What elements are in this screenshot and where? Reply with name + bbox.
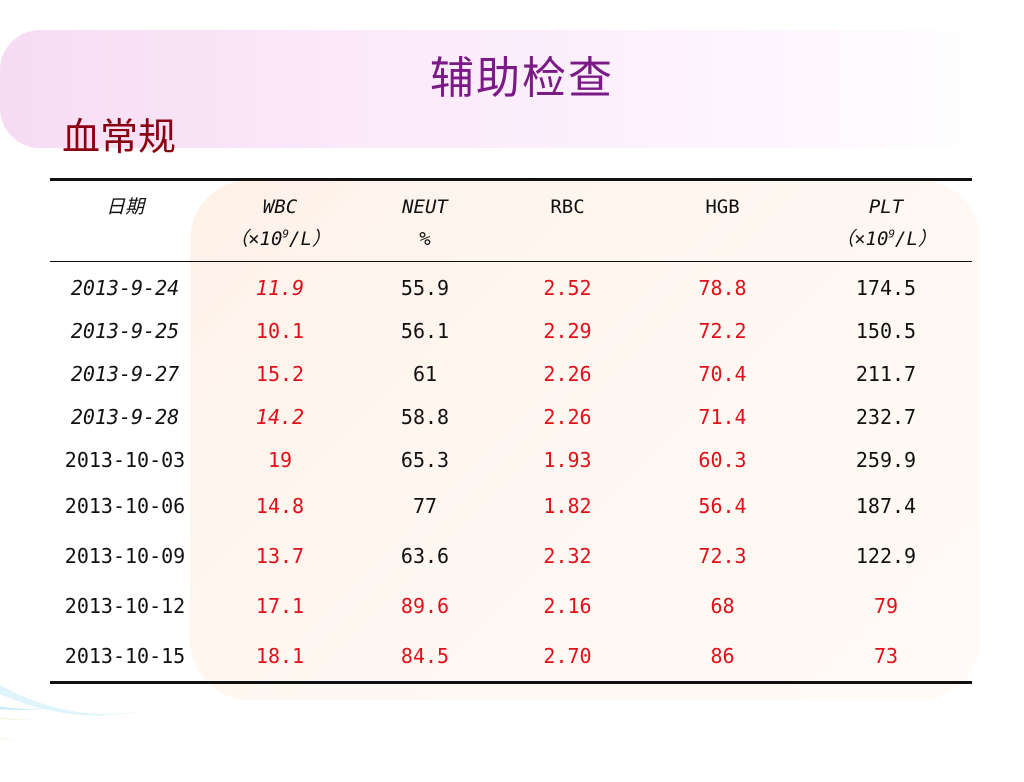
cell-hgb: 60.3 xyxy=(698,447,747,472)
cell-date: 2013-10-03 xyxy=(64,447,186,472)
table-header-row: 日期 WBC （×109/L） NEUT % RBC HGB PLT （×109… xyxy=(50,181,972,262)
cell-neut: 56.1 xyxy=(400,318,450,343)
table-row: 2013-9-25 10.1 56.1 2.29 72.2 150.5 xyxy=(50,309,972,352)
cell-rbc: 1.82 xyxy=(543,494,592,518)
cell-rbc: 1.93 xyxy=(543,447,592,472)
table-row: 2013-10-09 13.7 63.6 2.32 72.3 122.9 xyxy=(50,531,972,581)
header-background-band xyxy=(0,30,1000,148)
slide-subtitle: 血常规 xyxy=(62,115,177,159)
cell-rbc: 2.70 xyxy=(543,644,592,668)
header-hgb: HGB xyxy=(645,181,800,262)
header-wbc: WBC （×109/L） xyxy=(200,181,360,262)
cell-date: 2013-9-25 xyxy=(70,318,180,343)
cell-rbc: 2.29 xyxy=(543,318,592,343)
cell-date: 2013-9-27 xyxy=(70,361,180,386)
cell-hgb: 56.4 xyxy=(698,494,747,518)
table-row: 2013-9-24 11.9 55.9 2.52 78.8 174.5 xyxy=(50,262,972,310)
cell-hgb: 71.4 xyxy=(698,404,747,429)
header-neut-label: NEUT xyxy=(402,196,448,218)
cell-neut: 61 xyxy=(412,361,438,386)
cell-date: 2013-10-09 xyxy=(64,544,186,568)
cell-wbc: 14.8 xyxy=(255,494,305,518)
cell-date: 2013-10-15 xyxy=(64,644,186,668)
cell-wbc: 13.7 xyxy=(255,544,305,568)
table-background-panel xyxy=(190,180,980,700)
header-wbc-unit: （×109/L） xyxy=(229,227,331,250)
cell-neut: 89.6 xyxy=(400,594,450,618)
table-row: 2013-9-27 15.2 61 2.26 70.4 211.7 xyxy=(50,352,972,395)
cell-date: 2013-9-24 xyxy=(70,275,180,300)
cell-neut: 77 xyxy=(412,494,438,518)
cell-plt: 73 xyxy=(873,644,899,668)
cell-neut: 84.5 xyxy=(400,644,450,668)
header-wbc-label: WBC xyxy=(262,196,298,218)
cell-neut: 58.8 xyxy=(400,404,450,429)
cell-rbc: 2.32 xyxy=(543,544,592,568)
cell-rbc: 2.52 xyxy=(543,275,592,300)
table-row: 2013-10-12 17.1 89.6 2.16 68 79 xyxy=(50,581,972,631)
cell-date: 2013-9-28 xyxy=(70,404,180,429)
header-neut: NEUT % xyxy=(360,181,490,262)
table-row: 2013-10-06 14.8 77 1.82 56.4 187.4 xyxy=(50,481,972,531)
cell-wbc: 15.2 xyxy=(255,361,305,386)
cell-hgb: 68 xyxy=(710,594,735,618)
cell-wbc: 18.1 xyxy=(255,644,305,668)
header-plt-label: PLT xyxy=(868,196,904,218)
cell-plt: 79 xyxy=(873,594,899,618)
cell-neut: 63.6 xyxy=(400,544,450,568)
cell-rbc: 2.26 xyxy=(543,404,592,429)
cell-wbc: 14.2 xyxy=(255,404,305,429)
cell-plt: 232.7 xyxy=(855,404,917,429)
blood-routine-table: 日期 WBC （×109/L） NEUT % RBC HGB PLT （×109… xyxy=(50,178,972,684)
cell-hgb: 70.4 xyxy=(698,361,747,386)
cell-plt: 187.4 xyxy=(855,494,917,518)
cell-plt: 122.9 xyxy=(855,544,917,568)
cell-wbc: 11.9 xyxy=(255,275,305,300)
cell-plt: 150.5 xyxy=(855,318,917,343)
cell-date: 2013-10-12 xyxy=(64,594,186,618)
cell-neut: 55.9 xyxy=(400,275,450,300)
header-plt-unit: （×109/L） xyxy=(835,227,937,250)
table-row: 2013-10-03 19 65.3 1.93 60.3 259.9 xyxy=(50,438,972,481)
cell-neut: 65.3 xyxy=(400,447,450,472)
cell-hgb: 86 xyxy=(710,644,735,668)
header-date: 日期 xyxy=(50,181,200,262)
header-plt: PLT （×109/L） xyxy=(800,181,972,262)
table-row: 2013-10-15 18.1 84.5 2.70 86 73 xyxy=(50,631,972,681)
table-row: 2013-9-28 14.2 58.8 2.26 71.4 232.7 xyxy=(50,395,972,438)
cell-wbc: 17.1 xyxy=(255,594,305,618)
cell-date: 2013-10-06 xyxy=(64,494,186,518)
cell-plt: 211.7 xyxy=(855,361,917,386)
header-neut-unit: % xyxy=(419,228,431,250)
cell-rbc: 2.16 xyxy=(543,594,592,618)
cell-hgb: 78.8 xyxy=(698,275,747,300)
cell-plt: 174.5 xyxy=(855,275,917,300)
cell-hgb: 72.3 xyxy=(698,544,747,568)
cell-hgb: 72.2 xyxy=(698,318,747,343)
cell-wbc: 19 xyxy=(267,447,293,472)
cell-wbc: 10.1 xyxy=(255,318,305,343)
cell-plt: 259.9 xyxy=(855,447,917,472)
header-rbc: RBC xyxy=(490,181,645,262)
cell-rbc: 2.26 xyxy=(543,361,592,386)
slide-title: 辅助检查 xyxy=(430,53,614,104)
